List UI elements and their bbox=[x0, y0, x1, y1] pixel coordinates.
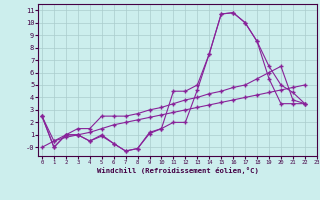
X-axis label: Windchill (Refroidissement éolien,°C): Windchill (Refroidissement éolien,°C) bbox=[97, 167, 259, 174]
